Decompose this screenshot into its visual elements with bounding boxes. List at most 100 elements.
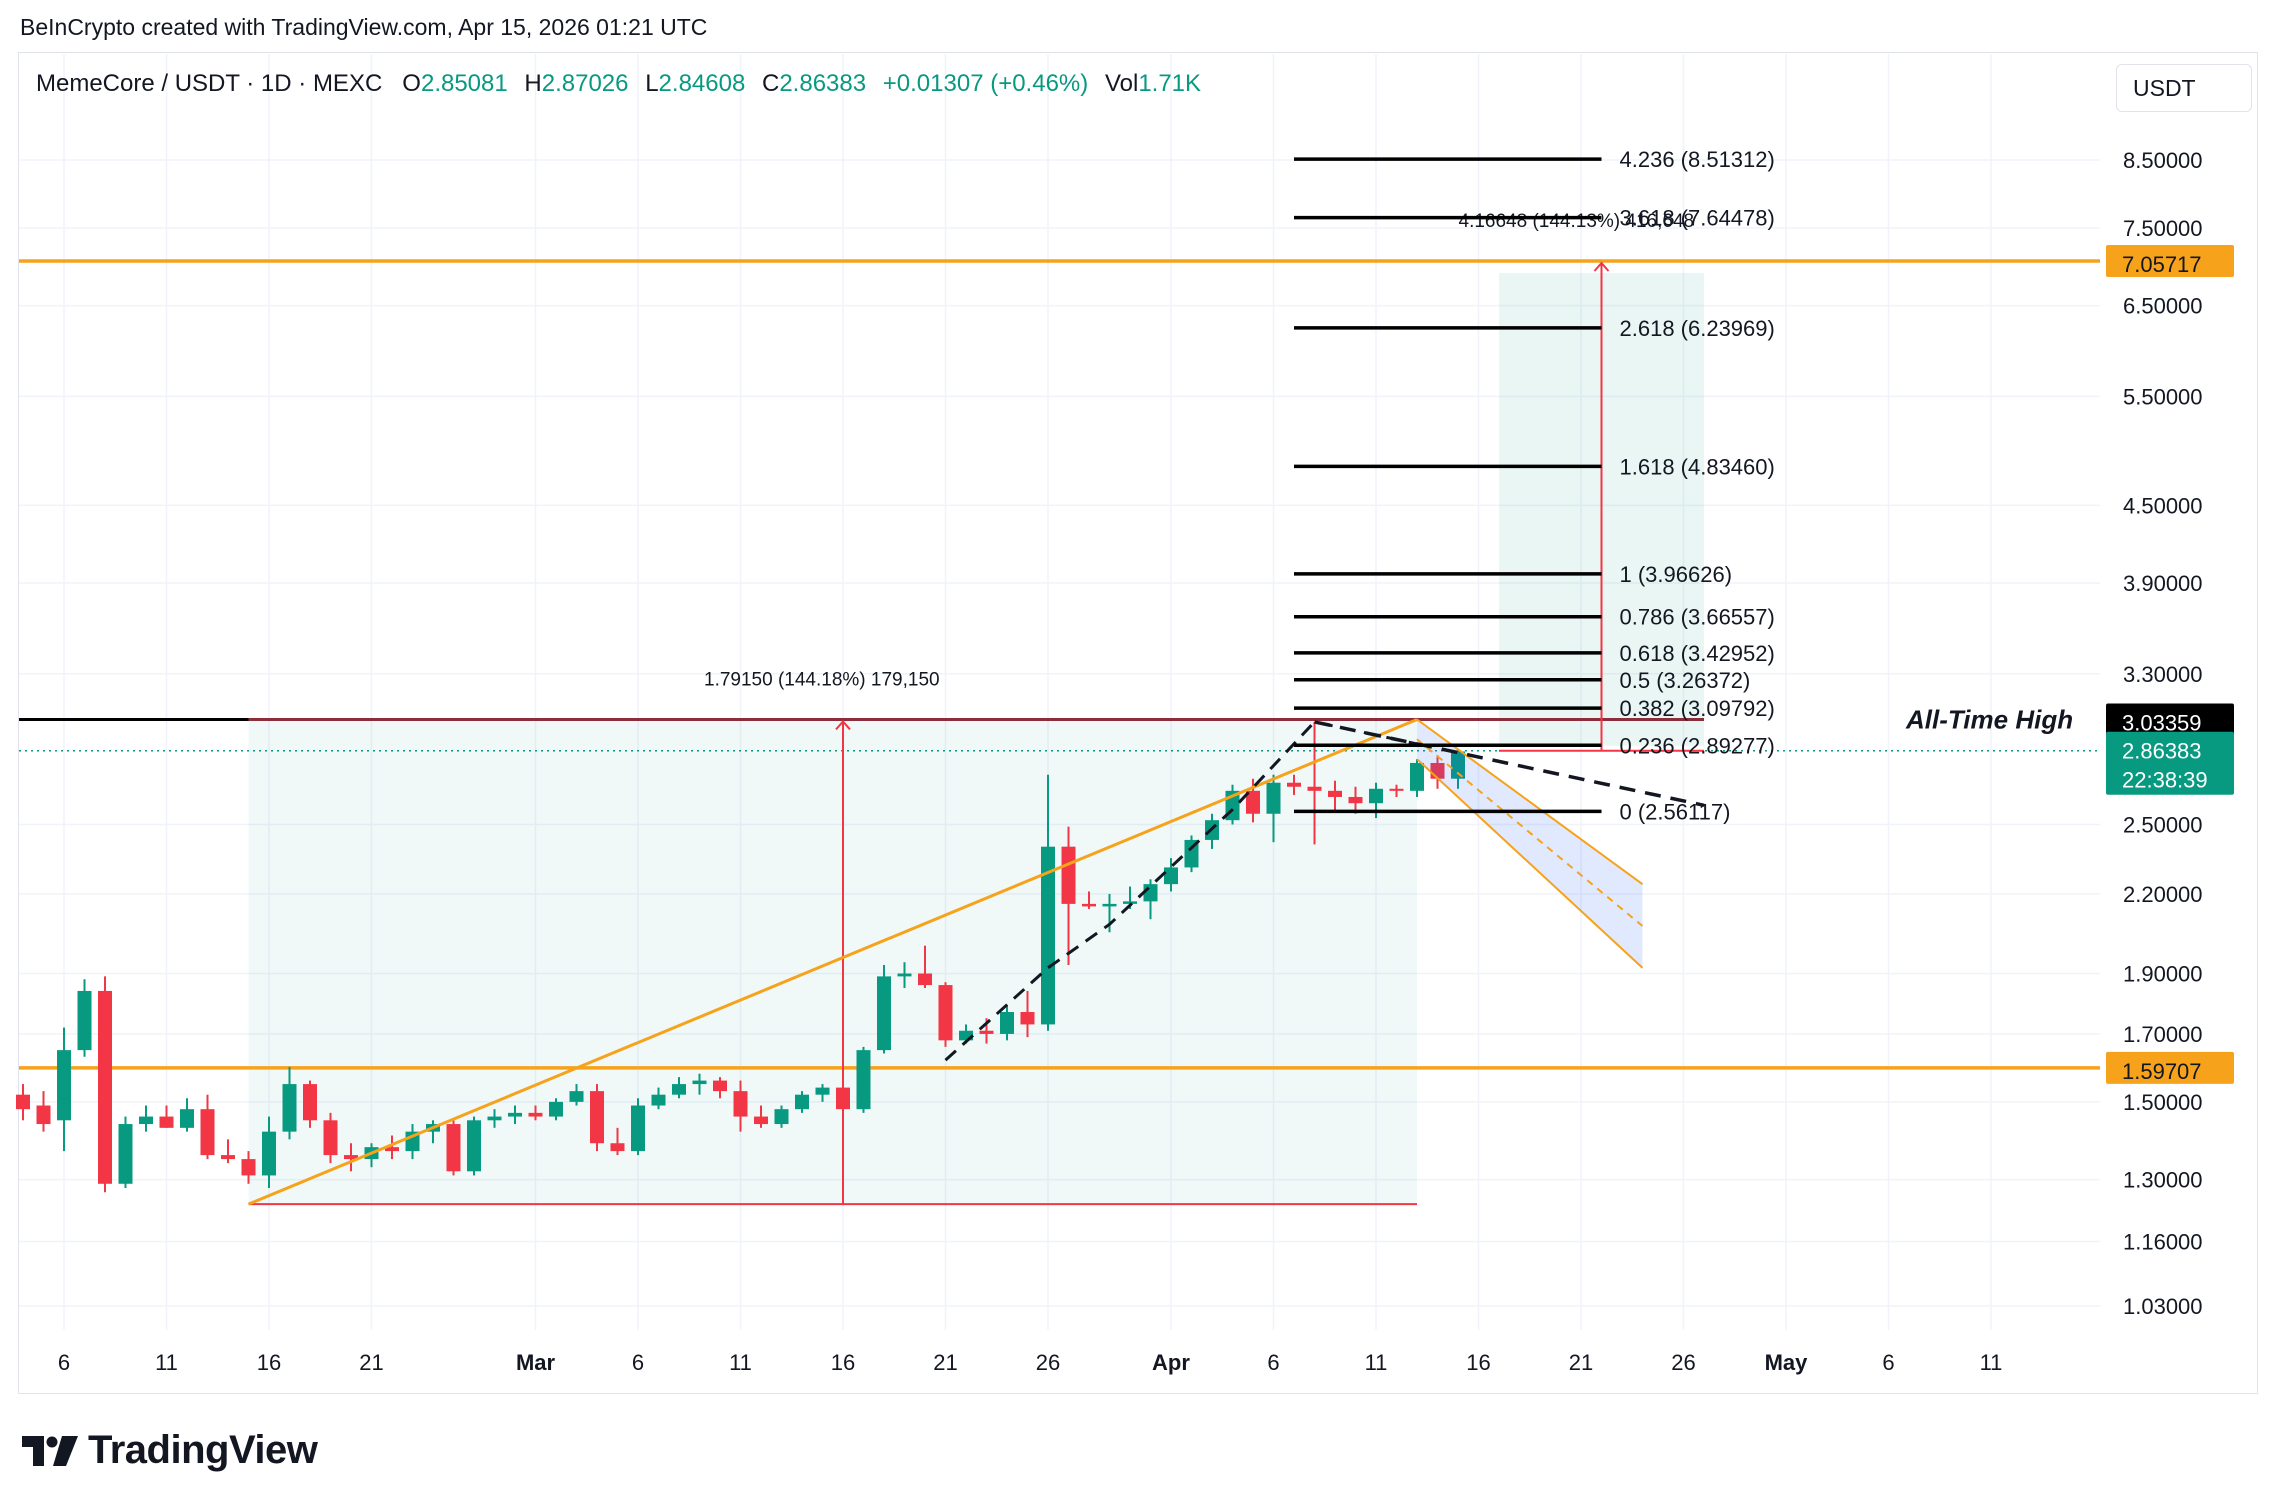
open-value: 2.85081 — [420, 70, 508, 97]
candle-body — [385, 1147, 399, 1152]
x-tick-label: 21 — [359, 1350, 383, 1375]
candle-body — [1348, 796, 1363, 804]
y-tick-label: 1.30000 — [2123, 1168, 2203, 1193]
fibonacci-extension: 4.236 (8.51312) 3.618 (7.64478) 2.618 (6.2… — [1294, 147, 2073, 824]
candle-body — [918, 973, 932, 986]
candle-body — [180, 1109, 194, 1128]
time-axis: 6 11 16 21 Mar 6 11 16 21 26 Apr 6 11 16 21 26 May 6 11 — [58, 1350, 2003, 1375]
support-price-tag-text: 1.59707 — [2122, 1059, 2202, 1084]
tradingview-logo[interactable]: TradingView — [22, 1428, 318, 1473]
tradingview-logo-icon — [22, 1435, 78, 1466]
candle-body — [528, 1112, 543, 1117]
x-tick-label: 16 — [1466, 1350, 1490, 1375]
x-tick-label: 6 — [1882, 1350, 1894, 1375]
candle-body — [1143, 884, 1158, 902]
candle-body — [938, 985, 953, 1041]
candle-body — [1287, 782, 1301, 787]
volume-label: Vol — [1104, 70, 1139, 97]
candles — [16, 721, 1465, 1193]
candle-body — [1307, 786, 1322, 791]
falling-channel-midline — [1416, 738, 1644, 927]
price-axis: 8.50000 7.50000 6.50000 5.50000 4.50000 3.900… — [2123, 148, 2203, 1319]
x-tick-label: 6 — [1267, 1350, 1279, 1375]
close-label: C — [761, 70, 780, 97]
support-price-tag-bg — [2106, 1051, 2234, 1084]
candle-body — [1123, 901, 1137, 904]
current-price-tag-text: 22:38:39 — [2122, 768, 2208, 793]
candle-body — [1102, 903, 1117, 907]
fib-level-label: 1 (3.96626) — [1620, 562, 1733, 587]
candle-body — [610, 1143, 625, 1152]
candle-body — [1328, 790, 1342, 797]
falling-channel-fill — [1417, 719, 1643, 968]
candle-body — [774, 1109, 789, 1125]
x-tick-label: 21 — [1569, 1350, 1593, 1375]
measure-2-arrowhead — [1593, 261, 1610, 272]
candle-body — [1020, 1012, 1035, 1025]
fib-level-label: 2.618 (6.23969) — [1620, 316, 1775, 341]
candle-body — [262, 1131, 276, 1176]
candle-body — [1041, 846, 1055, 1025]
candle-body — [118, 1124, 133, 1184]
candle-body — [200, 1109, 215, 1156]
candle-body — [241, 1159, 256, 1176]
current-price-tag-bg — [2106, 731, 2234, 795]
candle-body — [1389, 788, 1404, 791]
close-value: 2.86383 — [779, 70, 867, 97]
change-value: +0.01307 (+0.46%) — [882, 70, 1089, 97]
candle-body — [1410, 762, 1424, 791]
candle-body — [733, 1091, 748, 1117]
candle-body — [979, 1030, 994, 1034]
candle-body — [959, 1030, 973, 1041]
candle-body — [1184, 839, 1199, 868]
fib-level-label: 4.236 (8.51312) — [1620, 147, 1775, 172]
candle-body — [159, 1116, 174, 1128]
target-price-tag-bg — [2106, 245, 2234, 278]
low-label: L — [645, 70, 659, 97]
candle-body — [795, 1094, 809, 1110]
y-tick-label: 1.03000 — [2123, 1294, 2203, 1319]
candle-body — [139, 1116, 153, 1125]
y-tick-label: 5.50000 — [2123, 384, 2203, 409]
x-tick-label: 16 — [831, 1350, 855, 1375]
candle-body — [651, 1094, 666, 1106]
chart-caption: BeInCrypto created with TradingView.com,… — [20, 14, 708, 40]
fib-level-label: 3.618 (7.64478) — [1620, 206, 1775, 231]
y-tick-label: 1.16000 — [2123, 1229, 2203, 1254]
y-tick-label: 1.70000 — [2123, 1022, 2203, 1047]
candle-body — [467, 1120, 481, 1172]
candle-body — [754, 1116, 768, 1125]
y-tick-label: 4.50000 — [2123, 493, 2203, 518]
measure-1-label: 1.79150 (144.18%) 179,150 — [704, 669, 940, 690]
candle-body — [344, 1155, 358, 1160]
candle-body — [98, 990, 112, 1184]
x-tick-label: 11 — [1365, 1350, 1388, 1375]
candle-body — [36, 1105, 51, 1125]
currency-button[interactable]: USDT — [2116, 64, 2252, 112]
candle-body — [446, 1124, 461, 1172]
candle-body — [77, 990, 92, 1051]
grid — [19, 54, 2100, 1330]
candle-body — [57, 1050, 71, 1121]
y-tick-label: 3.90000 — [2123, 571, 2203, 596]
candle-body — [569, 1091, 584, 1102]
fib-level-label: 1.618 (4.83460) — [1620, 454, 1775, 479]
target-price-tag-text: 7.05717 — [2122, 252, 2202, 277]
candle-body — [672, 1084, 686, 1095]
rising-wedge-line — [247, 718, 1418, 1206]
candle-body — [856, 1050, 871, 1110]
y-tick-label: 3.30000 — [2123, 662, 2203, 687]
candle-body — [303, 1084, 317, 1121]
x-tick-label: 11 — [1980, 1350, 2003, 1375]
x-tick-label: 26 — [1671, 1350, 1695, 1375]
candle-body — [590, 1091, 604, 1144]
x-tick-label: Apr — [1152, 1350, 1190, 1375]
candle-body — [487, 1116, 502, 1121]
symbol-legend: MemeCore / USDT · 1D · MEXC O2.85081 H2.… — [36, 70, 1211, 98]
symbol-name: MemeCore / USDT · 1D · MEXC — [36, 70, 383, 97]
price-labels: 7.05717 1.59707 3.03359 2.86383 22:38:39 — [2106, 245, 2234, 1084]
y-tick-label: 2.50000 — [2123, 813, 2203, 838]
x-tick-label: 16 — [257, 1350, 281, 1375]
chart-frame — [18, 52, 2258, 1394]
